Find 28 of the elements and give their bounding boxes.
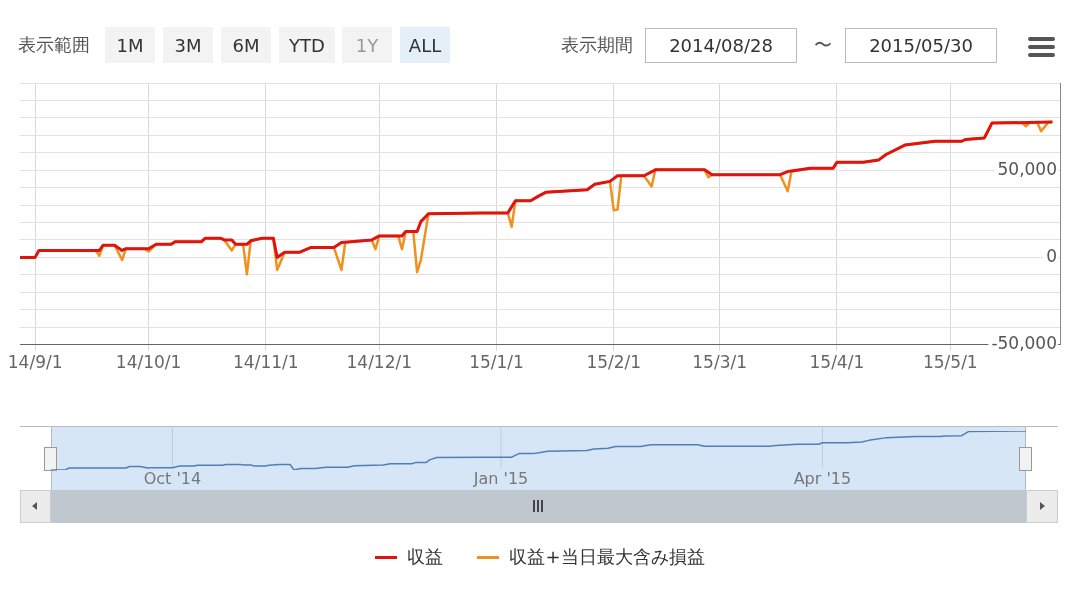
x-tick-label: 15/4/1 — [809, 352, 865, 373]
x-tick-label: 15/2/1 — [586, 352, 642, 373]
x-tick-label: 14/12/1 — [346, 352, 413, 373]
text: 〜 — [813, 33, 833, 57]
text: 1Y — [342, 27, 392, 63]
legend-label: 収益+当日最大含み損益 — [509, 545, 705, 569]
x-tick-label: Oct '14 — [143, 469, 202, 489]
x-tick-label: 14/11/1 — [233, 352, 299, 373]
x-tick-label: Apr '15 — [793, 469, 852, 489]
text: 1M — [105, 27, 155, 63]
text: 2015/05/30 — [845, 28, 997, 63]
text: 表示期間 — [560, 33, 634, 57]
x-tick-label: 15/1/1 — [469, 352, 524, 373]
text: 3M — [163, 27, 213, 63]
x-tick-label: 14/9/1 — [7, 352, 63, 373]
y-tick-label: 0 — [1046, 245, 1057, 266]
y-tick-label: 50,000 — [997, 158, 1057, 179]
legend-label: 収益 — [407, 545, 444, 569]
x-tick-label: Jan '15 — [472, 469, 529, 489]
text: 2014/08/28 — [645, 28, 797, 63]
text: ALL — [400, 27, 450, 63]
text: 6M — [221, 27, 271, 63]
y-tick-label: -50,000 — [991, 333, 1057, 354]
x-tick-label: 15/3/1 — [692, 352, 747, 373]
x-tick-label: 15/5/1 — [922, 352, 978, 373]
text: YTD — [279, 27, 335, 63]
text: 表示範囲 — [18, 33, 91, 57]
x-tick-label: 14/10/1 — [115, 352, 182, 373]
